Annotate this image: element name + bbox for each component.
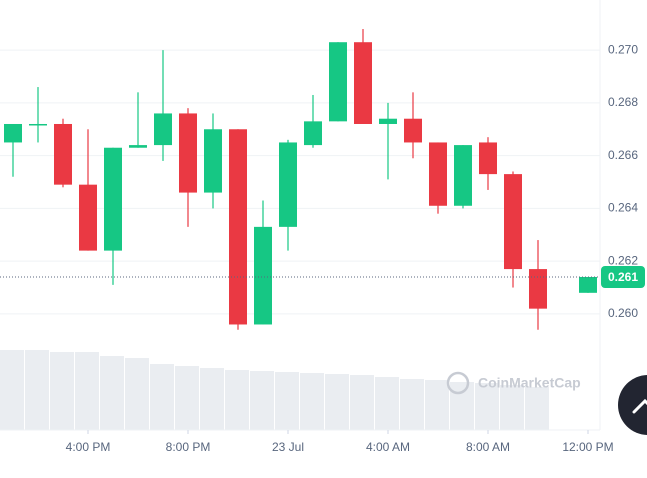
scroll-top-button[interactable] bbox=[618, 375, 647, 435]
watermark: CoinMarketCap bbox=[446, 371, 581, 395]
candle-body bbox=[79, 184, 97, 251]
candle-body bbox=[579, 276, 597, 293]
candle-body bbox=[54, 123, 72, 185]
y-tick-label: 0.262 bbox=[608, 253, 638, 267]
candle-body bbox=[454, 145, 472, 206]
y-tick-label: 0.266 bbox=[608, 148, 638, 162]
x-tick-label: 8:00 AM bbox=[466, 440, 510, 454]
x-tick-label: 4:00 AM bbox=[366, 440, 410, 454]
x-tick-label: 12:00 PM bbox=[562, 440, 613, 454]
candle-body bbox=[529, 269, 547, 309]
candle-body bbox=[479, 142, 497, 175]
x-tick-label: 8:00 PM bbox=[166, 440, 211, 454]
candle-body bbox=[154, 113, 172, 146]
x-tick-label: 4:00 PM bbox=[66, 440, 111, 454]
candle-body bbox=[354, 42, 372, 124]
y-tick-label: 0.264 bbox=[608, 201, 638, 215]
y-tick-label: 0.268 bbox=[608, 95, 638, 109]
volume-bars bbox=[0, 350, 549, 430]
candle-body bbox=[4, 123, 22, 143]
candle-body bbox=[129, 145, 147, 148]
candle-body bbox=[379, 118, 397, 124]
candle-body bbox=[204, 129, 222, 193]
current-price-tag bbox=[601, 265, 645, 288]
candle-body bbox=[404, 118, 422, 143]
x-tick-label: 23 Jul bbox=[272, 440, 304, 454]
y-tick-label: 0.260 bbox=[608, 306, 638, 320]
watermark-text: CoinMarketCap bbox=[478, 375, 581, 391]
candle-body bbox=[429, 142, 447, 206]
candle-body bbox=[104, 147, 122, 251]
current-price-label: 0.261 bbox=[608, 270, 638, 284]
candle-body bbox=[504, 174, 522, 270]
candle-body bbox=[304, 121, 322, 146]
candle-body bbox=[279, 142, 297, 227]
candle-body bbox=[254, 226, 272, 325]
candle-body bbox=[329, 42, 347, 122]
candle-body bbox=[229, 129, 247, 325]
candle-body bbox=[29, 123, 47, 126]
candle-body bbox=[179, 113, 197, 193]
y-tick-label: 0.270 bbox=[608, 42, 638, 56]
